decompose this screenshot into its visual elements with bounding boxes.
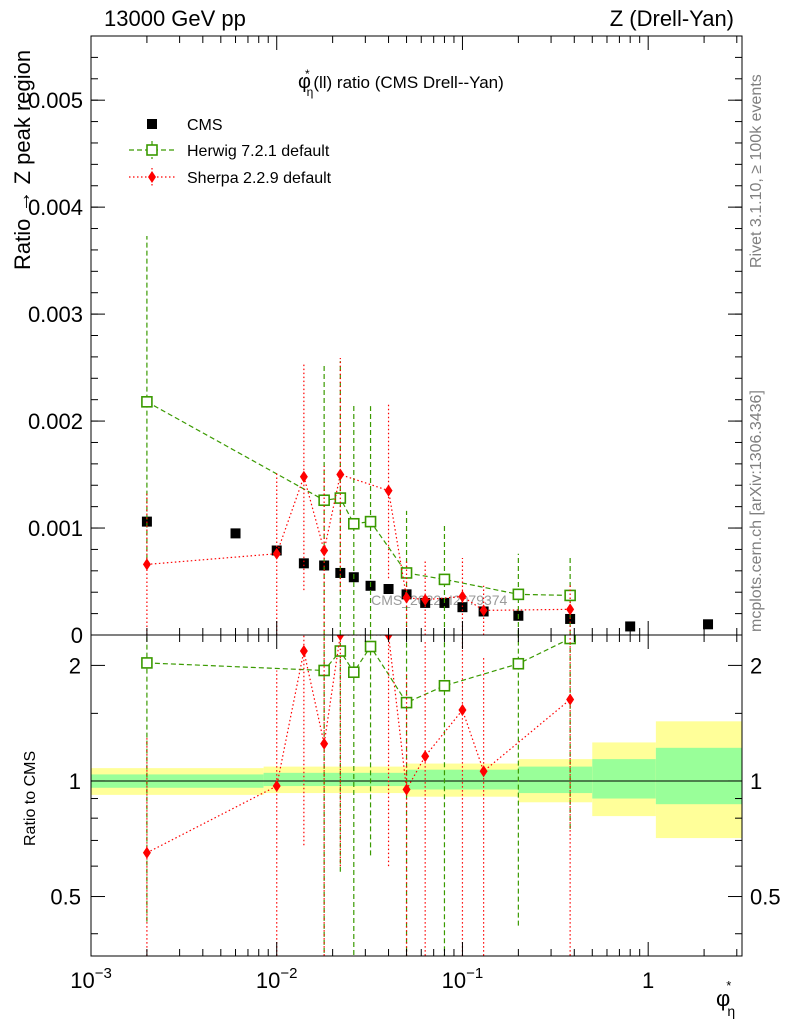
main-y-axis-label: Ratio → Z peak region	[10, 49, 35, 270]
ratio-plot-frame	[90, 634, 743, 957]
ratio-y-tick-label: 0.5	[50, 885, 81, 910]
y-tick-label: 0	[71, 623, 83, 648]
data-point	[625, 621, 636, 632]
data-point	[336, 635, 345, 641]
data-point	[438, 573, 451, 586]
data-point	[318, 494, 330, 507]
ratio-y-tick-label-right: 2	[750, 653, 762, 678]
data-point	[320, 737, 329, 750]
data-point	[336, 468, 345, 481]
legend-marker	[147, 119, 157, 129]
data-point	[512, 657, 525, 670]
data-point	[272, 780, 281, 793]
header-right-label: Z (Drell-Yan)	[609, 6, 734, 31]
uncertainty-band	[91, 721, 742, 839]
data-point	[320, 544, 329, 557]
data-point	[364, 515, 377, 528]
data-point	[141, 396, 153, 408]
y-tick-label: 0.004	[28, 195, 83, 220]
data-point	[402, 783, 411, 796]
data-point	[512, 588, 525, 601]
y-tick-label: 0.005	[28, 88, 83, 113]
data-point	[421, 593, 430, 606]
band-inner-segment	[406, 769, 519, 790]
main-series-diamond-filled-dotted	[142, 357, 575, 635]
main-series-square-filled	[141, 516, 714, 632]
data-point	[298, 558, 309, 569]
x-axis-label: φ* η	[716, 978, 735, 1019]
series-line	[146, 401, 571, 597]
data-point	[142, 558, 151, 571]
axes: 10−3 10−2 10−1 1 0 0.001 0.002 0.003 0.004 0.005 0…	[28, 35, 781, 1019]
x-tick-label: 10−1	[442, 965, 484, 993]
ratio-y-axis-label: Ratio to CMS	[22, 750, 39, 846]
ratio-y-tick-label-right: 0.5	[750, 885, 781, 910]
watermark-label: CMS_2022_I2079374	[371, 592, 507, 608]
data-point	[566, 603, 575, 616]
data-point	[347, 517, 360, 530]
legend: CMS Herwig 7.2.1 default Sherpa 2.2.9 defa…	[129, 117, 332, 187]
band-inner-segment	[518, 766, 593, 794]
data-point	[457, 602, 468, 613]
x-tick-label: 1	[642, 968, 654, 993]
ratio-y-tick-label: 2	[69, 653, 81, 678]
mcplots-credit-label: mcplots.cern.ch [arXiv:1306.3436]	[748, 390, 765, 632]
data-point	[335, 567, 346, 578]
y-tick-label: 0.001	[28, 516, 83, 541]
data-point	[384, 484, 393, 497]
data-point	[458, 590, 467, 603]
plot-title: φ* η(ll) ratio (CMS Drell--Yan)	[298, 67, 504, 99]
y-tick-label: 0.002	[28, 409, 83, 434]
data-point	[141, 657, 153, 669]
data-point	[438, 679, 451, 692]
data-point	[421, 750, 430, 763]
data-point	[383, 584, 394, 595]
data-point	[347, 666, 360, 679]
legend-marker	[148, 171, 156, 183]
header-left-label: 13000 GeV pp	[104, 6, 246, 31]
band-inner-segment	[655, 747, 742, 805]
data-point	[479, 765, 488, 778]
ratio-plot-data	[141, 635, 576, 956]
main-plot-data: CMS_2022_I2079374	[141, 236, 714, 635]
ratio-y-tick-label: 1	[69, 769, 81, 794]
data-point	[402, 591, 411, 604]
data-point	[142, 846, 151, 859]
data-point	[299, 470, 308, 483]
data-point	[272, 547, 281, 560]
ratio-y-tick-label-right: 1	[750, 769, 762, 794]
data-point	[364, 640, 377, 653]
ratio-series-diamond-filled-dotted	[142, 635, 575, 956]
data-point	[566, 693, 575, 706]
legend-label: CMS	[187, 117, 223, 134]
x-tick-label: 10−2	[256, 965, 298, 993]
legend-label: Sherpa 2.2.9 default	[187, 170, 332, 187]
x-tick-label: 10−3	[70, 965, 112, 993]
y-tick-label: 0.003	[28, 302, 83, 327]
band-inner-segment	[263, 772, 407, 787]
series-line	[146, 473, 571, 612]
data-point	[230, 528, 241, 539]
band-inner-segment	[592, 759, 656, 799]
data-point	[703, 619, 714, 630]
data-point	[479, 604, 488, 617]
legend-marker	[146, 144, 158, 156]
data-point	[299, 645, 308, 658]
legend-label: Herwig 7.2.1 default	[187, 143, 330, 160]
rivet-version-label: Rivet 3.1.10, ≥ 100k events	[748, 74, 765, 268]
data-point	[458, 704, 467, 717]
data-point	[319, 560, 330, 571]
